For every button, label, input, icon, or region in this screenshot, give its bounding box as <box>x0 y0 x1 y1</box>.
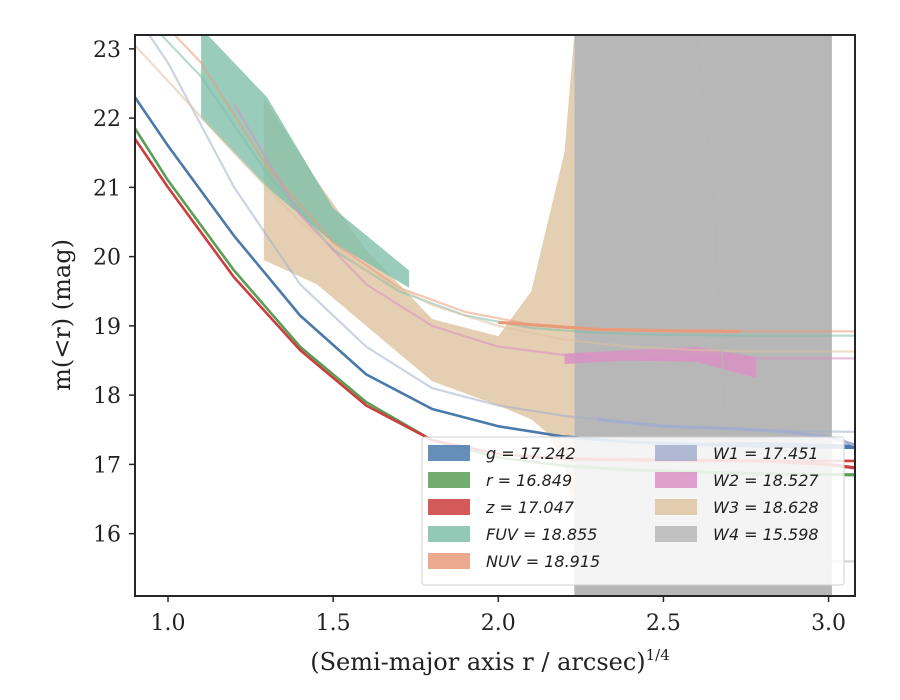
x-tick-label: 2.5 <box>646 611 681 636</box>
legend-label-z: z = 17.047 <box>485 498 575 517</box>
legend-swatch-z <box>428 499 470 515</box>
legend-swatch-r <box>428 472 470 488</box>
legend-swatch-FUV <box>428 526 470 542</box>
y-tick-label: 21 <box>93 176 121 201</box>
plot-frame <box>134 34 856 597</box>
band-W3 <box>263 35 575 510</box>
legend-label-W2: W2 = 18.527 <box>713 471 819 490</box>
legend-swatch-NUV <box>428 553 470 569</box>
x-tick-label: 1.0 <box>151 611 186 636</box>
x-tick-label: 1.5 <box>316 611 351 636</box>
legend-label-r: r = 16.849 <box>486 471 572 490</box>
legend-swatch-g <box>428 445 470 461</box>
y-tick-label: 16 <box>93 523 121 548</box>
legend-swatch-W2 <box>655 472 697 488</box>
legend-label-g: g = 17.242 <box>486 444 576 463</box>
y-tick-label: 20 <box>93 246 121 271</box>
x-axis-label-text: (Semi-major axis r / arcsec) <box>310 648 645 676</box>
legend-swatch-W1 <box>655 445 697 461</box>
fit-line-W2 <box>233 103 855 360</box>
legend-frame <box>421 436 845 586</box>
legend-label-W4: W4 = 15.598 <box>713 525 819 544</box>
y-axis-label: m(<r) (mag) <box>48 239 76 391</box>
legend-label-FUV: FUV = 18.855 <box>486 525 597 544</box>
fit-line-W3 <box>135 44 855 353</box>
y-tick-label: 18 <box>93 384 121 409</box>
y-tick-label: 19 <box>93 315 121 340</box>
data-line-NUV <box>498 320 740 333</box>
band-W2 <box>564 346 756 378</box>
legend-label-W1: W1 = 17.451 <box>713 444 819 463</box>
legend-label-W3: W3 = 18.628 <box>713 498 819 517</box>
x-tick-label: 3.0 <box>811 611 846 636</box>
y-tick-label: 22 <box>93 107 121 132</box>
legend-swatch-W4 <box>655 526 697 542</box>
x-axis-label: (Semi-major axis r / arcsec)1/4 <box>310 646 670 676</box>
axes: 1.0 1.5 2.0 2.5 3.0 16 17 18 19 20 21 22 23 <box>93 38 846 636</box>
x-axis-label-exponent: 1/4 <box>646 646 670 664</box>
legend-swatch-W3 <box>655 499 697 515</box>
legend-label-NUV: NUV = 18.915 <box>486 552 600 571</box>
y-tick-label: 23 <box>93 38 121 63</box>
x-tick-label: 2.0 <box>481 611 516 636</box>
legend: g = 17.242 r = 16.849 z = 17.047 FUV = 18.8… <box>421 436 845 586</box>
band-FUV <box>201 35 410 288</box>
y-tick-label: 17 <box>93 453 121 478</box>
